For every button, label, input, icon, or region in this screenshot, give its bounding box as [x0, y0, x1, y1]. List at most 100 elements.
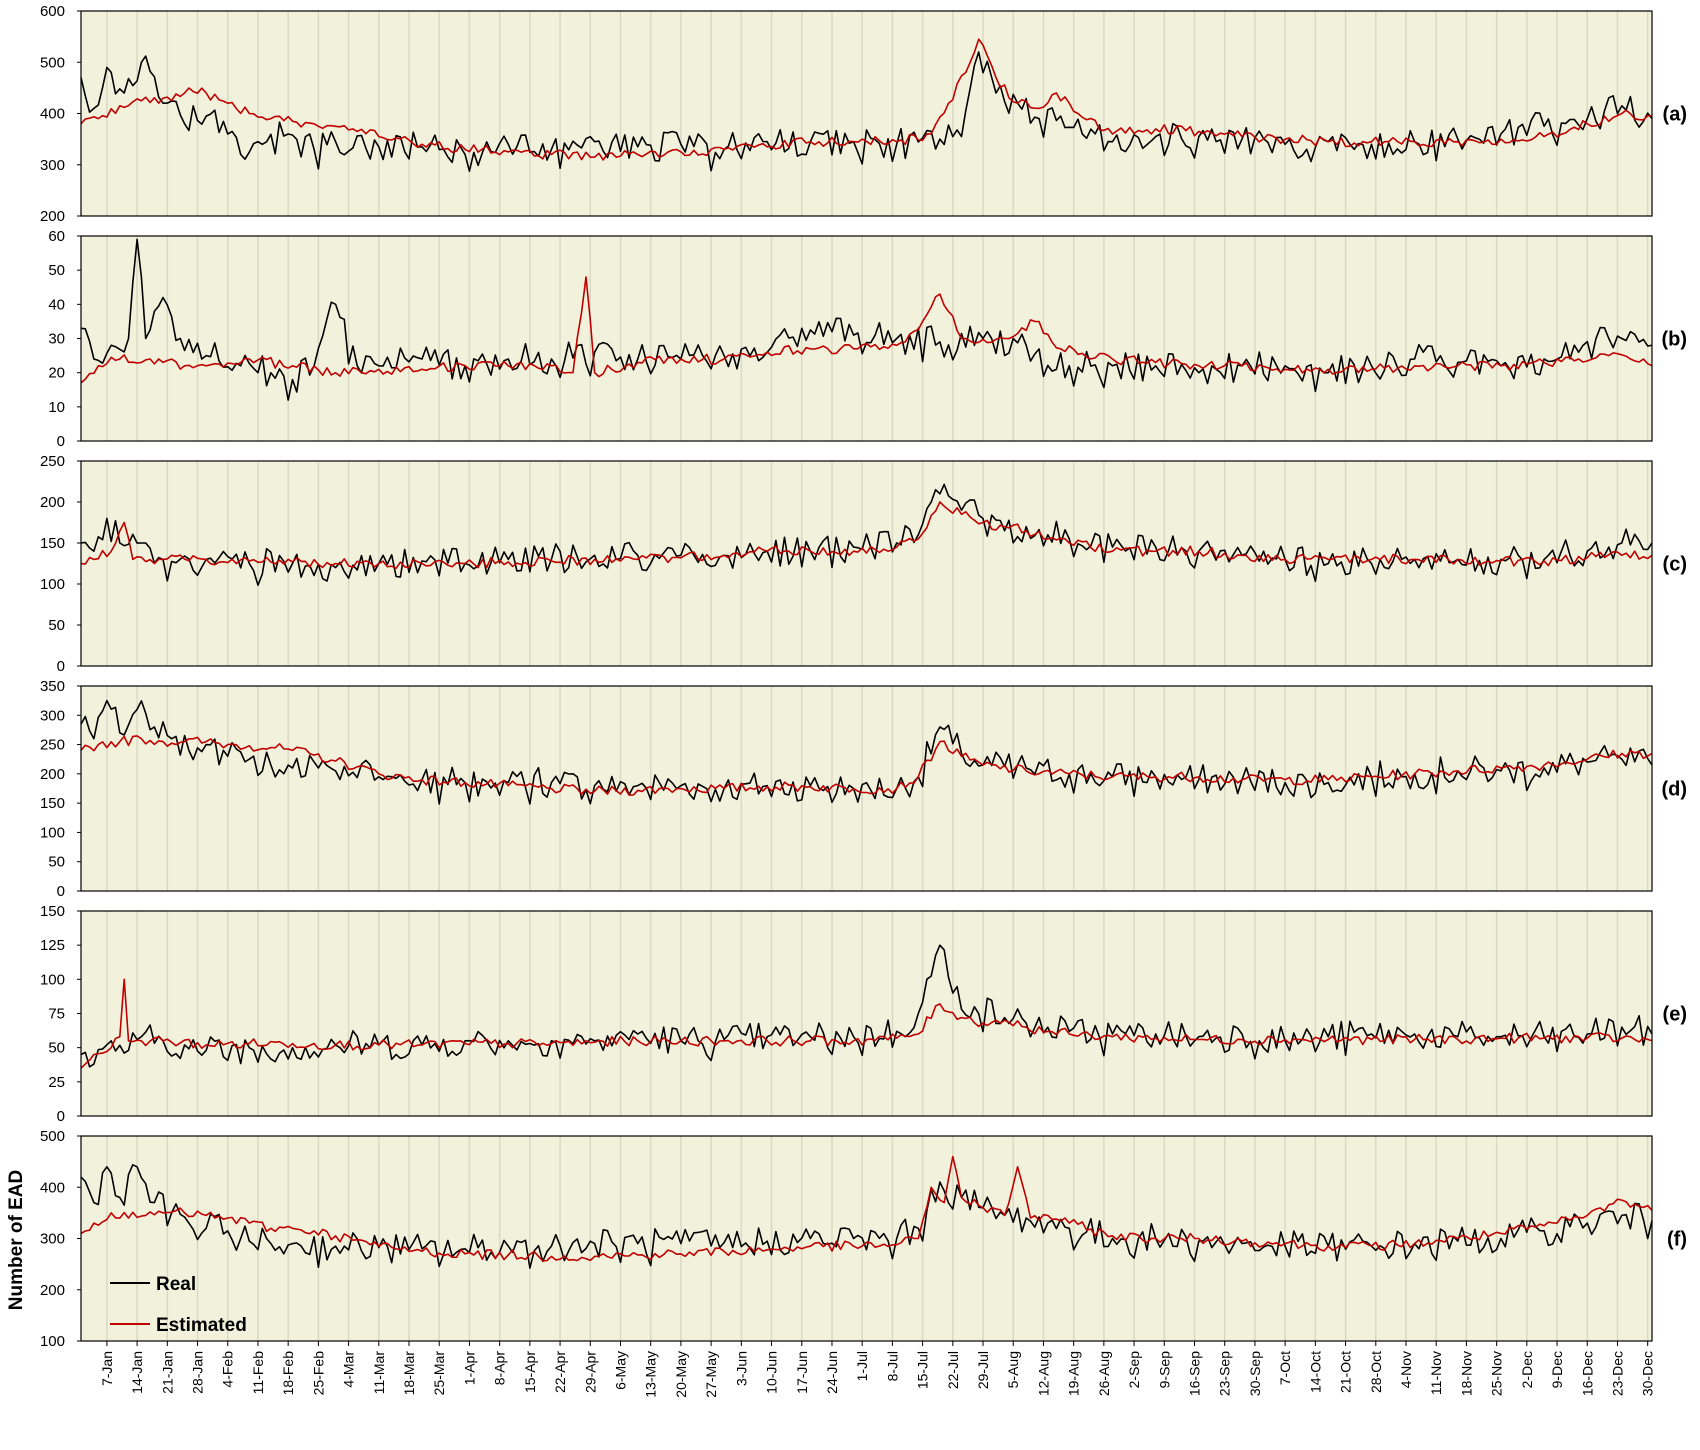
x-tick-label: 3-Jun [733, 1351, 749, 1386]
x-tick-label: 21-Oct [1338, 1351, 1354, 1393]
x-tick-label: 1-Jul [854, 1351, 870, 1381]
y-tick-label: 500 [40, 1128, 65, 1145]
x-tick-label: 9-Sep [1156, 1351, 1172, 1389]
x-tick-label: 1-Apr [461, 1351, 477, 1386]
plot-area [81, 911, 1652, 1116]
y-tick-label: 50 [48, 1040, 65, 1057]
y-axis-label: Number of EAD [6, 1170, 27, 1310]
panel-label: (b) [1661, 329, 1687, 351]
y-tick-label: 40 [48, 296, 65, 313]
panel-label: (c) [1663, 554, 1687, 576]
plot-frame [80, 10, 1653, 217]
x-tick-label: 20-May [673, 1351, 689, 1398]
x-tick-label: 24-Jun [824, 1351, 840, 1394]
x-tick-label: 19-Aug [1066, 1351, 1082, 1396]
y-tick-label: 400 [40, 1179, 65, 1196]
x-tick-label: 4-Nov [1398, 1351, 1414, 1388]
y-tick-label: 20 [48, 365, 65, 382]
y-tick-label: 400 [40, 106, 65, 123]
panel-label: (d) [1661, 779, 1687, 801]
legend-estimated-label: Estimated [156, 1315, 247, 1336]
chart-panel-b: 0 10 20 30 40 50 60 (b) [48, 228, 1687, 450]
series-line-real [80, 944, 1653, 1068]
series-line-estimated [80, 276, 1653, 384]
plot-area [81, 461, 1652, 666]
series-line-real [80, 238, 1653, 401]
y-tick-label: 100 [40, 1333, 65, 1350]
x-tick-label: 13-May [643, 1351, 659, 1398]
x-tick-label: 18-Nov [1458, 1351, 1474, 1396]
x-tick-label: 9-Dec [1549, 1351, 1565, 1388]
x-tick-label: 2-Dec [1519, 1351, 1535, 1388]
x-tick-label: 4-Feb [220, 1351, 236, 1388]
plot-frame [80, 910, 1653, 1117]
y-tick-label: 60 [48, 228, 65, 245]
series-line-real [80, 483, 1653, 587]
panel-label: (e) [1663, 1004, 1687, 1026]
plot-frame [80, 235, 1653, 442]
legend: Real Estimated [110, 1274, 247, 1336]
y-tick-label: 150 [40, 903, 65, 920]
x-tick-label: 7-Jan [99, 1351, 115, 1386]
x-tick-label: 6-May [612, 1351, 628, 1390]
y-tick-label: 200 [40, 494, 65, 511]
x-tick-label: 23-Sep [1217, 1351, 1233, 1396]
x-tick-label: 21-Jan [159, 1351, 175, 1394]
series-line-estimated [80, 501, 1653, 570]
y-tick-label: 10 [48, 399, 65, 416]
series-line-estimated [80, 1155, 1653, 1262]
y-tick-label: 0 [57, 1108, 65, 1125]
panel-label: (a) [1663, 104, 1687, 126]
y-tick-label: 300 [40, 1231, 65, 1248]
series-line-estimated [80, 978, 1653, 1069]
plot-frame [80, 460, 1653, 667]
chart-panel-a: 200 300 400 500 600 (a) [40, 3, 1687, 225]
x-tick-label: 18-Mar [401, 1351, 417, 1396]
y-tick-label: 100 [40, 971, 65, 988]
plot-frame [80, 685, 1653, 892]
x-tick-label: 8-Jul [884, 1351, 900, 1381]
x-axis: 7-Jan 14-Jan 21-Jan 28-Jan 4-Feb 11-Feb 18-Feb… [99, 1341, 1656, 1398]
y-tick-label: 150 [40, 535, 65, 552]
y-tick-label: 300 [40, 707, 65, 724]
y-tick-label: 300 [40, 157, 65, 174]
y-tick-label: 200 [40, 766, 65, 783]
x-tick-label: 10-Jun [764, 1351, 780, 1394]
x-tick-label: 25-Nov [1489, 1351, 1505, 1396]
plot-area [81, 11, 1652, 216]
series-line-real [80, 699, 1653, 805]
x-tick-label: 11-Feb [250, 1351, 266, 1395]
y-tick-label: 150 [40, 795, 65, 812]
y-tick-label: 0 [57, 433, 65, 450]
x-tick-label: 23-Dec [1609, 1351, 1625, 1396]
series-line-real [80, 51, 1653, 172]
x-tick-label: 30-Dec [1640, 1351, 1656, 1396]
series-line-estimated [80, 38, 1653, 161]
x-tick-label: 26-Aug [1096, 1351, 1112, 1396]
x-tick-label: 25-Feb [310, 1351, 326, 1396]
plot-frame [80, 1135, 1653, 1342]
plot-area [81, 686, 1652, 891]
chart-panel-d: 0 50 100 150 200 250 300 350 (d) [40, 678, 1687, 900]
x-tick-label: 14-Oct [1307, 1351, 1323, 1393]
x-tick-label: 8-Apr [492, 1351, 508, 1386]
y-tick-label: 30 [48, 331, 65, 348]
legend-real-label: Real [156, 1274, 196, 1295]
y-tick-label: 100 [40, 824, 65, 841]
series-line-estimated [80, 735, 1653, 796]
y-tick-label: 50 [48, 617, 65, 634]
series-line-real [80, 1164, 1653, 1269]
y-tick-label: 250 [40, 737, 65, 754]
y-tick-label: 125 [40, 937, 65, 954]
x-tick-label: 14-Jan [129, 1351, 145, 1394]
plot-area [81, 1136, 1652, 1341]
x-tick-label: 22-Apr [552, 1351, 568, 1393]
plot-area [81, 236, 1652, 441]
x-tick-label: 28-Jan [190, 1351, 206, 1394]
x-tick-label: 28-Oct [1368, 1351, 1384, 1393]
y-tick-label: 200 [40, 1282, 65, 1299]
y-tick-label: 250 [40, 453, 65, 470]
panels: 200300400500600(a)0102030405060(b)050100… [40, 3, 1687, 1350]
x-tick-label: 16-Dec [1579, 1351, 1595, 1396]
